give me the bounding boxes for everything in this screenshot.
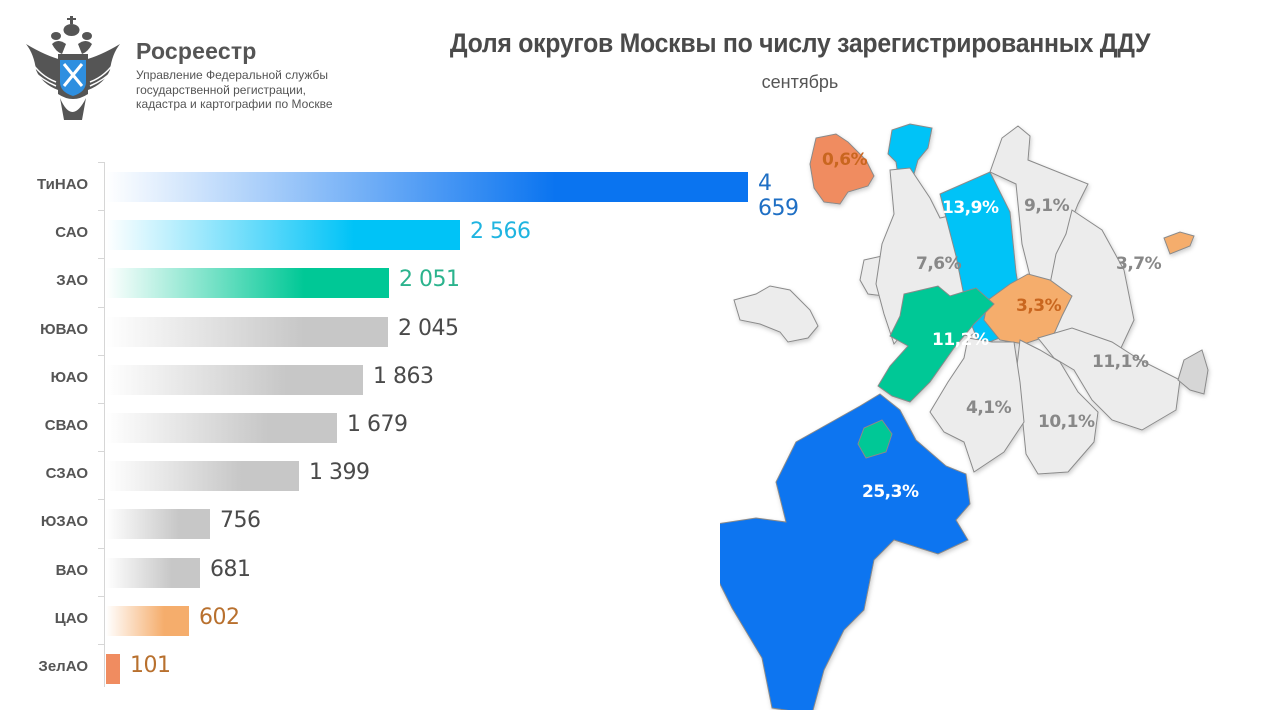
value-label: 2 566	[470, 219, 531, 245]
category-label: ЮЗАО	[40, 513, 88, 531]
share-label-yzao: 4,1%	[966, 398, 1012, 418]
share-label-sao: 13,9%	[942, 198, 999, 218]
bar-row: ВАО 681	[0, 548, 720, 596]
bar-chart: ТиНАО 4 659 САО 2 566 ЗАО 2 051 ЮВАО 2 045 ЮАО 1 …	[0, 160, 799, 692]
bar	[106, 316, 388, 347]
value-label: 1 399	[309, 460, 370, 486]
share-label-tinao: 25,3%	[862, 482, 919, 502]
yvao-shape	[1037, 327, 1181, 431]
axis-tick	[98, 644, 105, 645]
value-label: 1 863	[373, 363, 434, 389]
chart-subtitle: сентябрь	[761, 72, 839, 92]
cao-shape	[983, 273, 1073, 345]
bar	[106, 461, 299, 492]
category-label: ЗАО	[56, 272, 88, 290]
bar-row: СЗАО 1 399	[0, 451, 720, 499]
double-eagle-emblem-icon	[26, 16, 120, 120]
share-label-svao: 9,1%	[1024, 196, 1070, 216]
grey-exclave-shape	[733, 285, 819, 343]
share-label-zao: 11,2%	[932, 330, 989, 350]
rosreestr-logo: Росреестр Управление Федеральной службы …	[20, 14, 350, 129]
bar	[106, 654, 120, 684]
brand-sub-line: государственной регистрации,	[136, 82, 306, 97]
value-label: 2 045	[398, 315, 459, 341]
chart-title: Доля округов Москвы по числу зарегистрир…	[449, 28, 1151, 58]
share-label-cao: 3,3%	[1016, 296, 1062, 316]
axis-tick	[98, 210, 105, 212]
category-label: ВАО	[55, 561, 88, 579]
map-shapes	[711, 123, 1209, 715]
bar	[106, 509, 210, 540]
value-label: 2 051	[399, 267, 460, 293]
bar-row: ЮВАО 2 045	[0, 307, 720, 355]
share-label-zelao: 0,6%	[822, 150, 868, 170]
bar	[106, 605, 189, 636]
value-label: 681	[210, 556, 251, 582]
category-label: ЮВАО	[40, 320, 88, 338]
bar	[106, 557, 200, 588]
bar-row: ЗелАО 101	[0, 644, 720, 692]
brand-sub-line: Управление Федеральной службы	[136, 68, 328, 82]
zao-exclave-shape	[857, 419, 893, 459]
share-label-szao: 7,6%	[916, 254, 962, 274]
category-label: СВАО	[44, 417, 88, 434]
vao-exclave-shape	[1163, 231, 1195, 255]
value-label: 602	[199, 604, 240, 630]
value-label: 4 659	[758, 171, 799, 221]
bar-row: ТиНАО 4 659	[0, 162, 799, 221]
axis-tick	[98, 499, 105, 501]
bar-row: СВАО 1 679	[0, 403, 720, 451]
axis-tick	[98, 595, 105, 597]
axis-tick	[98, 354, 105, 356]
bar	[106, 268, 389, 299]
sao-exclave-shape	[887, 123, 933, 177]
axis-tick	[98, 451, 105, 453]
share-label-yvao: 11,1%	[1092, 352, 1149, 372]
zao-shape	[877, 285, 995, 403]
bar-row: ЗАО 2 051	[0, 258, 720, 306]
bar	[106, 220, 460, 251]
brand-sub-line: кадастра и картографии по Москве	[136, 97, 333, 111]
category-label: СЗАО	[45, 465, 88, 483]
moscow-districts-map: 0,6% 13,9% 9,1% 7,6% 3,7% 3,3% 11,2% 11,…	[711, 110, 1240, 715]
axis-tick	[98, 547, 105, 549]
category-label: ЗелАО	[38, 658, 88, 675]
axis-tick	[98, 162, 105, 163]
bar	[106, 172, 748, 202]
category-label: ЦАО	[54, 609, 88, 627]
value-label: 1 679	[347, 412, 408, 437]
share-label-vao: 3,7%	[1116, 254, 1162, 274]
axis-tick	[98, 306, 105, 308]
bar-row: ЮАО 1 863	[0, 355, 720, 403]
brand-subtitle: Управление Федеральной службы государств…	[136, 68, 333, 112]
value-label: 756	[220, 508, 261, 534]
category-label: ЮАО	[50, 368, 88, 386]
bar-row: ЮЗАО 756	[0, 499, 720, 547]
value-label: 101	[130, 653, 171, 678]
bar	[106, 413, 337, 443]
zelao-shape	[809, 133, 875, 205]
axis-tick	[98, 258, 105, 260]
tinao-shape	[711, 393, 971, 715]
category-label: ТиНАО	[37, 176, 88, 193]
brand-name: Росреестр	[136, 38, 257, 64]
y-axis-line	[104, 162, 105, 687]
bar-row: ЦАО 602	[0, 596, 720, 644]
bar	[106, 364, 363, 395]
category-label: САО	[55, 224, 88, 242]
grey-exclave-shape	[1177, 349, 1209, 395]
yzao-shape	[929, 337, 1025, 473]
share-label-yao: 10,1%	[1038, 412, 1095, 432]
axis-tick	[98, 403, 105, 404]
bar-row: САО 2 566	[0, 210, 720, 258]
